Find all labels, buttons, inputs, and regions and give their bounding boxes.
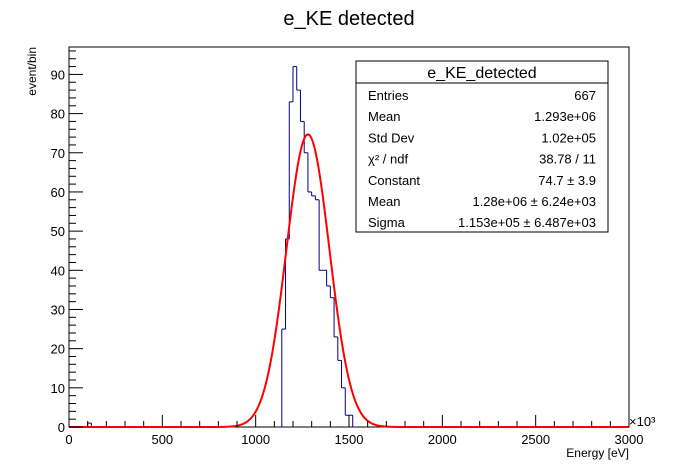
stats-row: Mean 1.28e+06 ± 6.24e+03 bbox=[368, 194, 596, 209]
stats-box-title: e_KE_detected bbox=[427, 65, 536, 82]
histogram-bin bbox=[326, 285, 331, 298]
stats-row: Constant 74.7 ± 3.9 bbox=[368, 173, 596, 188]
histogram-bin bbox=[307, 191, 313, 196]
x-axis-multiplier: ×10³ bbox=[629, 414, 656, 429]
x-axis-title: Energy [eV] bbox=[566, 446, 629, 460]
histogram-bin bbox=[334, 336, 339, 361]
stats-row-value: 1.153e+05 ± 6.487e+03 bbox=[458, 215, 596, 230]
x-tick-label: 2500 bbox=[521, 432, 550, 447]
y-tick-label: 0 bbox=[58, 420, 65, 435]
histogram-bin bbox=[296, 89, 301, 122]
stats-row-value: 1.02e+05 bbox=[541, 130, 596, 145]
histogram-bin bbox=[349, 414, 354, 427]
histogram-bin bbox=[330, 297, 335, 337]
stats-row-value: 1.293e+06 bbox=[534, 109, 596, 124]
histogram-bin bbox=[289, 66, 294, 103]
y-axis-title: event/bin bbox=[25, 47, 39, 96]
histogram-bin bbox=[304, 152, 309, 192]
histogram-bin bbox=[315, 199, 320, 271]
stats-box-rows: Entries 667 Mean 1.293e+06 Std Dev 1.02e+05 χ²… bbox=[368, 88, 596, 230]
stats-row: Std Dev 1.02e+05 bbox=[368, 130, 596, 145]
histogram-bin bbox=[322, 269, 328, 286]
stats-row-value: 74.7 ± 3.9 bbox=[538, 173, 596, 188]
x-tick-label: 1500 bbox=[335, 432, 364, 447]
stats-row: Sigma 1.153e+05 ± 6.487e+03 bbox=[368, 215, 596, 230]
stats-row-value: 38.78 / 11 bbox=[539, 152, 596, 167]
y-axis: 0 10 20 30 40 50 60 70 80 90 bbox=[51, 50, 83, 435]
stats-row-label: Constant bbox=[368, 173, 420, 188]
x-tick-label: 2000 bbox=[428, 432, 457, 447]
x-axis: 0 500 1000 1500 2000 2500 3000 bbox=[65, 415, 643, 447]
y-tick-label: 50 bbox=[51, 224, 65, 239]
x-tick-label: 500 bbox=[151, 432, 173, 447]
stats-row: Mean 1.293e+06 bbox=[368, 109, 596, 124]
histogram-bin bbox=[311, 195, 316, 200]
y-tick-label: 40 bbox=[51, 263, 65, 278]
y-tick-label: 20 bbox=[51, 342, 65, 357]
stats-row-label: Mean bbox=[368, 194, 401, 209]
stats-row-label: Entries bbox=[368, 88, 409, 103]
stats-row-label: Mean bbox=[368, 109, 401, 124]
y-tick-label: 80 bbox=[51, 107, 65, 122]
y-tick-label: 70 bbox=[51, 146, 65, 161]
y-tick-label: 90 bbox=[51, 67, 65, 82]
stats-row: χ² / ndf 38.78 / 11 bbox=[368, 152, 596, 167]
histogram-bin bbox=[337, 359, 343, 388]
stats-row-value: 667 bbox=[574, 88, 596, 103]
x-tick-label: 3000 bbox=[615, 432, 644, 447]
stats-row-label: Sigma bbox=[368, 215, 406, 230]
stats-box: e_KE_detected Entries 667 Mean 1.293e+06 Std… bbox=[355, 60, 609, 233]
chart-title: e_KE detected bbox=[283, 8, 414, 30]
stats-box-frame bbox=[355, 60, 609, 233]
stats-row: Entries 667 bbox=[368, 88, 596, 103]
histogram-bin bbox=[293, 66, 298, 91]
histogram-bin bbox=[341, 387, 346, 416]
stats-row-value: 1.28e+06 ± 6.24e+03 bbox=[472, 194, 596, 209]
stats-row-label: Std Dev bbox=[368, 130, 415, 145]
y-tick-label: 60 bbox=[51, 185, 65, 200]
y-tick-label: 10 bbox=[51, 381, 65, 396]
x-tick-label: 1000 bbox=[241, 432, 270, 447]
stats-row-label: χ² / ndf bbox=[368, 152, 408, 167]
x-tick-label: 0 bbox=[65, 432, 72, 447]
y-tick-label: 30 bbox=[51, 302, 65, 317]
